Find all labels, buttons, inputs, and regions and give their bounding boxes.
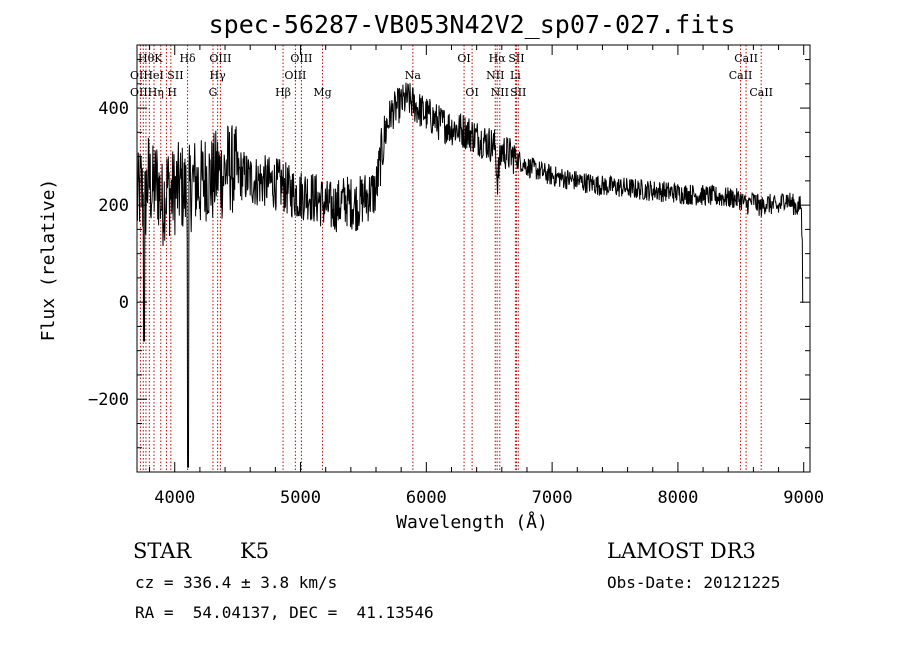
- line-label-19: Li: [510, 69, 521, 82]
- class-label: STAR: [133, 539, 192, 563]
- line-label-18: SII: [508, 52, 524, 65]
- line-label-12: Na: [405, 69, 422, 82]
- x-tick-label: 8000: [657, 488, 698, 508]
- spectrum-series: [136, 82, 804, 468]
- emission-line-markers: [139, 45, 762, 472]
- plot-frame: [136, 44, 811, 473]
- line-label-21: CaII: [734, 52, 758, 65]
- line-label-6: Hγ: [210, 69, 227, 82]
- line-label-20: SII: [510, 86, 526, 99]
- crowded-label-row2: OIHeI SII: [130, 69, 184, 82]
- x-tick-label: 6000: [406, 488, 447, 508]
- crowded-label-row3: OIIHη H: [130, 86, 177, 99]
- x-tick-label: 4000: [154, 488, 195, 508]
- obs-date: Obs-Date: 20121225: [607, 573, 781, 592]
- line-label-10: OIII: [284, 69, 306, 82]
- y-axis-label: Flux (relative): [38, 179, 59, 342]
- x-tick-label: 7000: [532, 488, 573, 508]
- line-label-11: Mg: [313, 86, 331, 99]
- y-tick-label: 200: [98, 196, 129, 216]
- y-tick-label: −200: [88, 390, 129, 410]
- crowded-line-labels: HθK OIHeI SII OIIHη H: [130, 52, 184, 99]
- crowded-label-row1: HθK: [138, 52, 163, 65]
- x-axis-label: Wavelength (Å): [396, 511, 548, 533]
- line-label-4: Hδ: [179, 52, 196, 65]
- line-label-22: CaII: [729, 69, 753, 82]
- line-label-15: Hα: [489, 52, 507, 65]
- line-label-14: OI: [465, 86, 478, 99]
- line-label-13: OI: [457, 52, 470, 65]
- line-label-17: NII: [491, 86, 509, 99]
- line-label-5: OIII: [209, 52, 231, 65]
- line-label-8: Hβ: [275, 86, 291, 99]
- chart-title: spec-56287-VB053N42V2_sp07-027.fits: [209, 10, 736, 39]
- line-label-16: NII: [486, 69, 504, 82]
- line-label-9: OIII: [290, 52, 312, 65]
- line-label-23: CaII: [749, 86, 773, 99]
- survey-label: LAMOST DR3: [607, 539, 756, 563]
- spectrum-line: [136, 82, 804, 468]
- axis-ticks: 4000 5000 6000 7000 8000 9000 −200 0 200 400: [88, 45, 824, 508]
- subclass-label: K5: [240, 539, 270, 563]
- x-tick-label: 9000: [783, 488, 824, 508]
- y-tick-label: 400: [98, 99, 129, 119]
- coordinates: RA = 54.04137, DEC = 41.13546: [135, 603, 434, 622]
- spectrum-chart: spec-56287-VB053N42V2_sp07-027.fits 4000…: [38, 10, 824, 533]
- line-label-7: G: [209, 86, 218, 99]
- cz-value: cz = 336.4 ± 3.8 km/s: [135, 573, 338, 592]
- y-tick-label: 0: [119, 293, 129, 313]
- x-tick-label: 5000: [280, 488, 321, 508]
